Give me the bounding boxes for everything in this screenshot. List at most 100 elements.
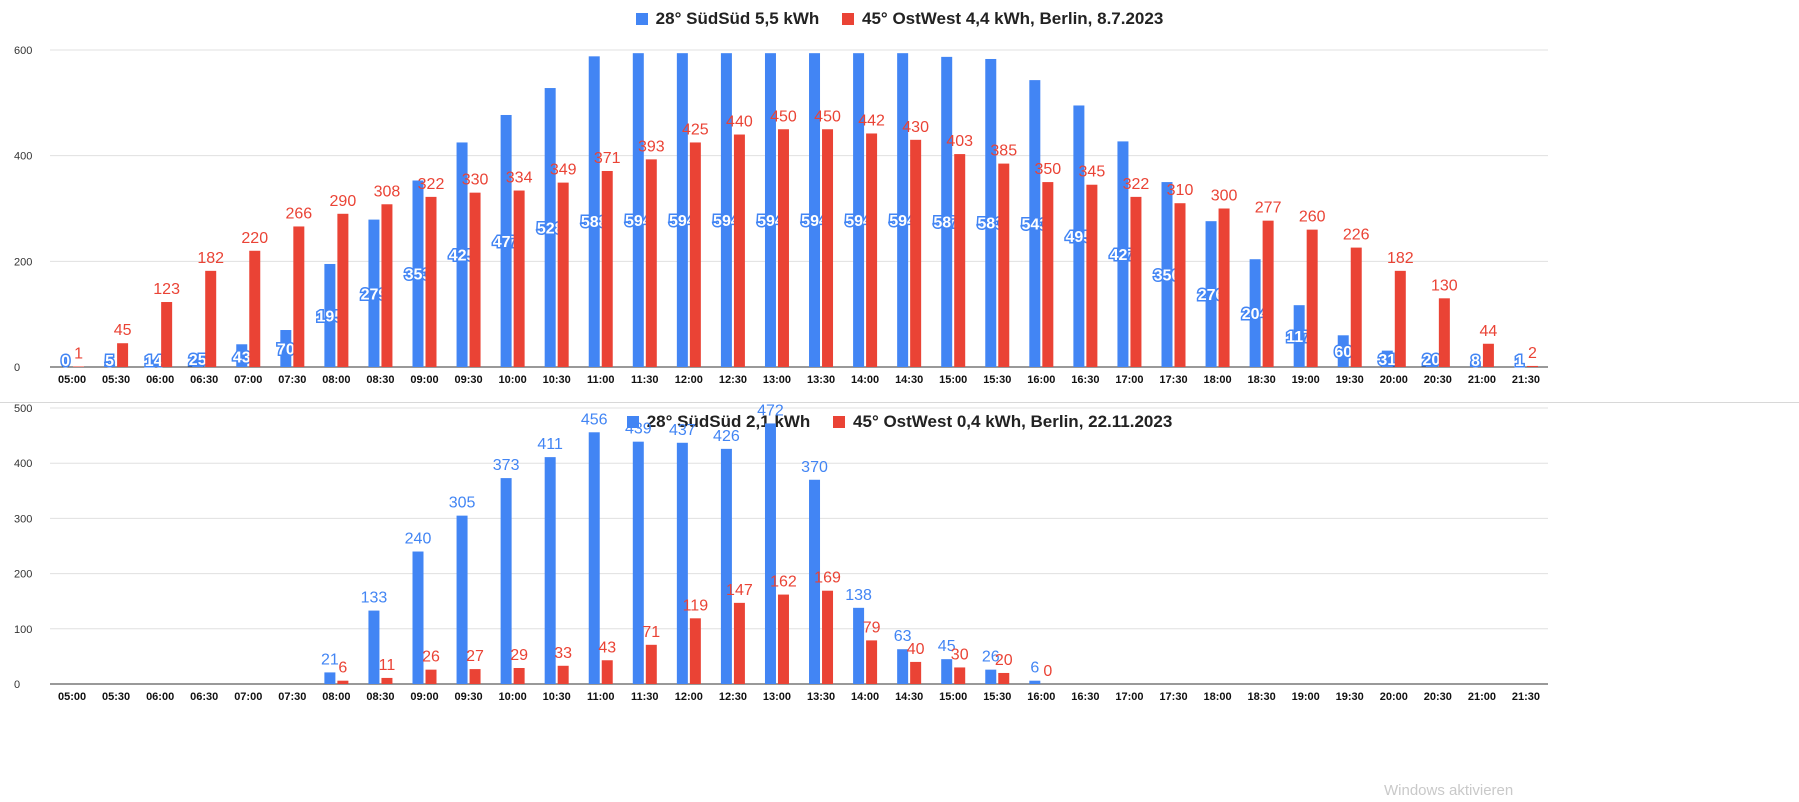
data-label-series-2: 20 bbox=[995, 652, 1013, 669]
x-tick-label: 19:00 bbox=[1292, 374, 1320, 386]
data-label-series-2: 6 bbox=[338, 660, 347, 677]
data-label-series-2: 169 bbox=[814, 570, 841, 587]
x-tick-label: 11:00 bbox=[587, 691, 615, 703]
data-label-series-2: 442 bbox=[858, 112, 885, 129]
x-tick-label: 13:30 bbox=[807, 691, 835, 703]
legend-swatch-red bbox=[842, 13, 855, 25]
data-label-series-2: 425 bbox=[682, 121, 709, 138]
bar-series-2 bbox=[1218, 208, 1230, 367]
y-tick-label: 0 bbox=[14, 362, 20, 374]
x-tick-label: 07:30 bbox=[278, 691, 306, 703]
data-label-series-2: 33 bbox=[554, 645, 572, 662]
y-tick-label: 200 bbox=[14, 569, 32, 581]
data-label-series-2: 11 bbox=[379, 657, 396, 674]
x-tick-label: 10:30 bbox=[543, 374, 571, 386]
x-tick-label: 16:30 bbox=[1071, 691, 1099, 703]
data-label-series-2: 393 bbox=[638, 138, 665, 155]
bar-series-2 bbox=[381, 204, 393, 367]
bar-series-1 bbox=[676, 442, 688, 684]
x-tick-label: 17:00 bbox=[1115, 691, 1143, 703]
bar-series-1 bbox=[500, 478, 512, 684]
data-label-series-1: 587 bbox=[933, 214, 960, 231]
bar-series-1 bbox=[1249, 259, 1261, 367]
data-label-series-2: 266 bbox=[285, 205, 312, 222]
data-label-series-1: 495 bbox=[1066, 229, 1093, 246]
bar-series-2 bbox=[954, 154, 966, 367]
x-tick-label: 13:00 bbox=[763, 374, 791, 386]
data-label-series-1: 8 bbox=[1471, 353, 1480, 370]
x-tick-label: 11:30 bbox=[631, 374, 659, 386]
x-tick-label: 05:30 bbox=[102, 691, 130, 703]
data-label-series-2: 290 bbox=[330, 193, 357, 210]
data-label-series-2: 322 bbox=[1123, 176, 1150, 193]
data-label-series-2: 26 bbox=[422, 649, 440, 666]
bar-series-2 bbox=[249, 250, 261, 367]
data-label-series-2: 430 bbox=[902, 119, 929, 136]
data-label-series-2: 182 bbox=[1387, 250, 1414, 267]
y-tick-label: 0 bbox=[14, 679, 20, 691]
bar-series-2 bbox=[601, 660, 613, 684]
bar-series-1 bbox=[941, 56, 953, 367]
data-label-series-2: 79 bbox=[863, 619, 881, 636]
bar-series-2 bbox=[337, 680, 349, 684]
bar-series-2 bbox=[777, 594, 789, 684]
legend-swatch-blue bbox=[635, 13, 648, 25]
x-tick-label: 05:00 bbox=[58, 691, 86, 703]
bar-series-2 bbox=[998, 163, 1010, 367]
data-label-series-2: 300 bbox=[1211, 188, 1238, 205]
bar-series-1 bbox=[192, 353, 204, 367]
data-label-series-1: 0 bbox=[61, 353, 70, 370]
data-label-series-1: 14 bbox=[145, 353, 163, 370]
x-tick-label: 19:30 bbox=[1336, 691, 1364, 703]
bar-series-2 bbox=[337, 213, 349, 367]
bar-series-1 bbox=[324, 263, 336, 367]
x-tick-label: 05:00 bbox=[58, 374, 86, 386]
y-tick-label: 500 bbox=[14, 403, 32, 415]
data-label-series-2: 27 bbox=[466, 648, 484, 665]
x-tick-label: 19:00 bbox=[1292, 691, 1320, 703]
x-tick-label: 20:30 bbox=[1424, 691, 1452, 703]
data-label-series-2: 71 bbox=[642, 624, 660, 641]
data-label-series-1: 305 bbox=[449, 495, 476, 512]
data-label-series-2: 29 bbox=[510, 647, 528, 664]
bar-series-1 bbox=[1513, 366, 1525, 367]
data-label-series-2: 450 bbox=[814, 108, 841, 125]
data-label-series-2: 182 bbox=[197, 250, 224, 267]
bar-series-1 bbox=[588, 56, 600, 368]
bar-series-2 bbox=[161, 302, 173, 367]
data-label-series-1: 594 bbox=[889, 213, 916, 230]
data-label-series-1: 594 bbox=[757, 213, 784, 230]
x-tick-label: 16:00 bbox=[1027, 691, 1055, 703]
x-tick-label: 20:30 bbox=[1424, 374, 1452, 386]
x-tick-label: 06:00 bbox=[146, 374, 174, 386]
bar-series-1 bbox=[720, 448, 732, 684]
x-tick-label: 07:00 bbox=[234, 374, 262, 386]
data-label-series-2: 322 bbox=[418, 176, 445, 193]
bar-series-2 bbox=[205, 270, 217, 367]
x-tick-label: 15:30 bbox=[983, 691, 1011, 703]
bar-series-1 bbox=[1029, 80, 1041, 368]
x-tick-label: 06:00 bbox=[146, 691, 174, 703]
legend-swatch-blue bbox=[626, 416, 639, 428]
data-label-series-1: 117 bbox=[1286, 329, 1312, 346]
x-tick-label: 07:00 bbox=[234, 691, 262, 703]
bar-series-1 bbox=[1381, 350, 1393, 367]
bar-series-1 bbox=[544, 88, 556, 367]
data-label-series-1: 588 bbox=[581, 214, 608, 231]
bar-series-2 bbox=[381, 677, 393, 684]
bar-series-2 bbox=[73, 366, 85, 367]
bar-series-1 bbox=[632, 53, 644, 368]
bar-series-2 bbox=[117, 343, 129, 367]
data-label-series-1: 133 bbox=[361, 590, 388, 607]
x-tick-label: 18:00 bbox=[1203, 691, 1231, 703]
data-label-series-2: 43 bbox=[598, 639, 616, 656]
data-label-series-2: 334 bbox=[506, 170, 533, 187]
data-label-series-2: 147 bbox=[726, 582, 753, 599]
bar-series-2 bbox=[557, 182, 569, 367]
data-label-series-2: 330 bbox=[462, 172, 489, 189]
x-tick-label: 06:30 bbox=[190, 691, 218, 703]
data-label-series-1: 594 bbox=[713, 213, 740, 230]
bar-series-2 bbox=[1130, 196, 1142, 367]
data-label-series-1: 195 bbox=[317, 308, 344, 325]
